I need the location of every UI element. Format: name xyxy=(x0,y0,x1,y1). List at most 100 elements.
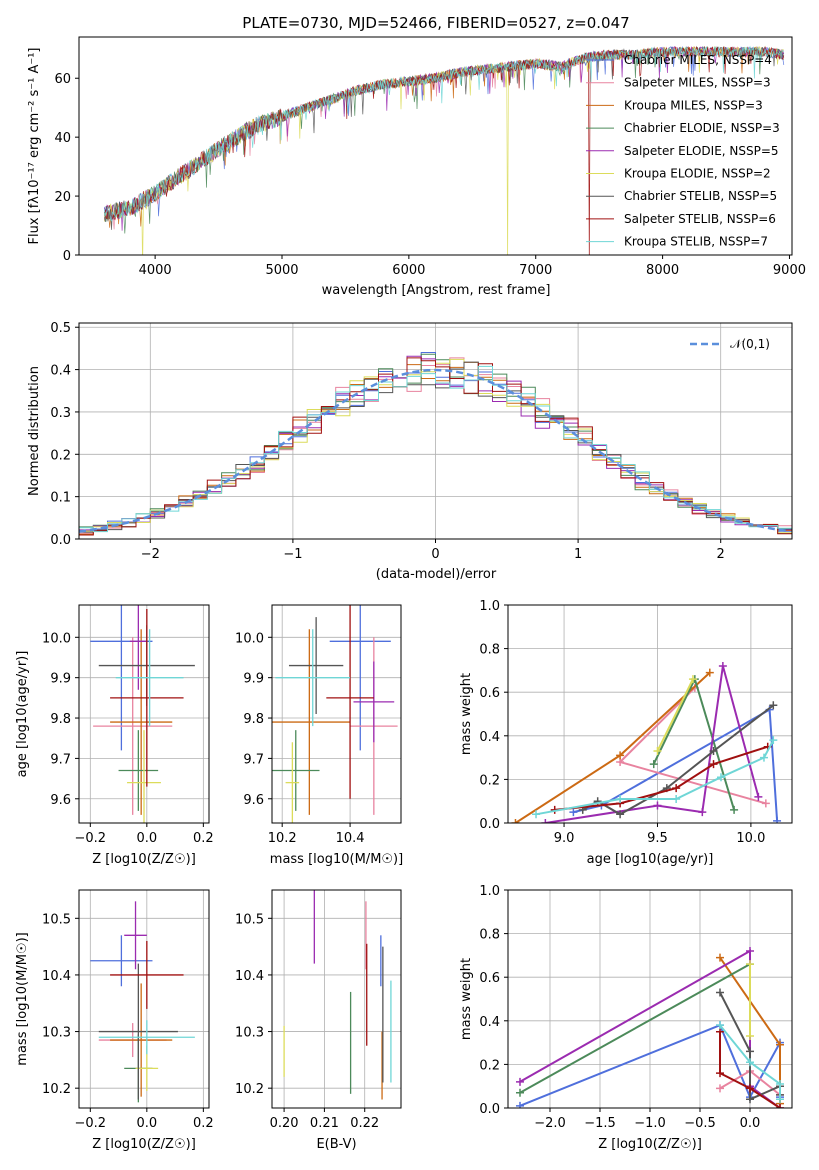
age-vs-mass-errbar-chabrier-miles xyxy=(329,605,391,751)
weight-vs-Z-line-salpeter-elodie-marker xyxy=(516,1077,524,1086)
mass-vs-Z-ylabel: mass [log10(M/M☉)] xyxy=(15,932,30,1065)
age-vs-Z-ytick-label: 9.9 xyxy=(50,672,71,687)
age-vs-Z-ytick-label: 9.6 xyxy=(50,793,71,808)
spectrum-plot-area xyxy=(104,45,785,255)
weight-vs-Z-line-salpeter-miles-marker xyxy=(716,1084,724,1093)
weight-vs-age-line-chabrier-miles-marker xyxy=(773,816,782,823)
age-vs-Z-xlabel: Z [log10(Z/Z☉)] xyxy=(92,852,196,867)
age-vs-Z-ytick-label: 10.0 xyxy=(42,631,71,646)
weight-vs-age-line-chabrier-stelib-marker xyxy=(769,701,778,710)
age-vs-Z-xtick-label: 0.2 xyxy=(193,831,214,846)
weight-vs-age-line-kroupa-elodie xyxy=(656,678,694,752)
weight-vs-age-xtick-label: 9.5 xyxy=(647,831,668,846)
residuals-plot-area xyxy=(79,352,792,537)
mass-vs-EBV-marks xyxy=(283,890,392,1100)
age-vs-Z-panel: −0.2 0.0 0.2 9.6 9.7 9.8 9.9 10.0 Z [log10(Z/Z☉)… xyxy=(15,604,214,867)
weight-vs-age-line-kroupa-miles-marker xyxy=(616,751,625,760)
age-vs-mass-errbar-kroupa-elodie xyxy=(285,742,300,823)
residuals-xtick-label: 1 xyxy=(574,547,582,562)
residuals-ticks: −2 −1 0 1 2 0.0 0.1 0.2 0.3 0.4 0.5 xyxy=(50,321,725,562)
weight-vs-Z-ytick-label: 0.0 xyxy=(479,1102,500,1117)
weight-vs-age-line-kroupa-stelib xyxy=(535,739,775,816)
spectrum-line-salpeter-stelib xyxy=(104,45,785,255)
legend-label: Chabrier ELODIE, NSSP=3 xyxy=(624,121,780,135)
mass-vs-Z-errbar-chabrier-stelib xyxy=(98,963,178,1100)
weight-vs-age-xtick-label: 9.0 xyxy=(554,831,575,846)
weight-vs-age-panel: 9.0 9.5 10.0 0.0 0.2 0.4 0.6 0.8 1.0 age [log10(a… xyxy=(459,599,793,867)
age-vs-mass-ytick-label: 9.7 xyxy=(243,752,264,767)
residuals-legend: 𝒩(0,1) xyxy=(690,337,770,351)
age-vs-mass-errbar-kroupa-stelib xyxy=(275,629,351,727)
weight-vs-Z-ytick-label: 0.6 xyxy=(479,971,500,986)
weight-vs-Z-line-kroupa-stelib xyxy=(719,1024,781,1100)
age-vs-mass-errbar-kroupa-miles xyxy=(272,629,351,815)
age-vs-Z-frame xyxy=(78,604,210,824)
age-vs-mass-frame xyxy=(271,604,402,824)
weight-vs-age-line-kroupa-stelib-marker xyxy=(769,736,778,745)
mass-vs-Z-errbar-salpeter-elodie xyxy=(124,901,147,970)
residuals-panel: −2 −1 0 1 2 0.0 0.1 0.2 0.3 0.4 0.5 (data-model)/e… xyxy=(27,321,793,582)
spectrum-lines xyxy=(104,45,785,255)
weight-vs-age-line-kroupa-stelib-marker xyxy=(532,810,541,819)
weight-vs-Z-line-salpeter-stelib-marker xyxy=(716,1069,724,1078)
spectrum-xtick-label: 7000 xyxy=(519,263,552,278)
weight-vs-age-line-chabrier-miles-marker xyxy=(569,808,578,817)
age-vs-Z-errbar-kroupa-stelib xyxy=(115,629,184,727)
mass-vs-EBV-frame xyxy=(271,889,402,1109)
weight-vs-age-line-kroupa-stelib-marker xyxy=(759,753,768,762)
weight-vs-Z-ytick-label: 0.2 xyxy=(479,1058,500,1073)
legend-label: Kroupa MILES, NSSP=3 xyxy=(624,98,763,112)
age-vs-mass-ytick-label: 10.0 xyxy=(235,631,264,646)
mass-vs-EBV-xlabel: E(B-V) xyxy=(316,1137,356,1152)
spectrum-legend: Chabrier MILES, NSSP=4 Salpeter MILES, NS… xyxy=(586,53,780,249)
mass-vs-Z-xlabel: Z [log10(Z/Z☉)] xyxy=(92,1137,196,1152)
mass-vs-Z-xtick-label: −0.2 xyxy=(75,1116,107,1131)
legend-label: Salpeter MILES, NSSP=3 xyxy=(624,76,771,90)
mass-vs-EBV-panel: 0.20 0.21 0.22 10.2 10.3 10.4 10.5 E(B-V) xyxy=(235,889,402,1152)
residuals-xtick-label: 0 xyxy=(431,547,439,562)
weight-vs-Z-ytick-label: 1.0 xyxy=(479,884,500,899)
mass-vs-EBV-ytick-label: 10.3 xyxy=(235,1026,264,1041)
age-vs-mass-panel: 10.2 10.4 9.6 9.7 9.8 9.9 10.0 mass [log10(M/M☉… xyxy=(235,604,403,867)
gaussian-curve xyxy=(79,368,790,533)
weight-vs-age-line-chabrier-elodie-marker xyxy=(730,805,739,814)
weight-vs-age-line-chabrier-elodie-marker xyxy=(649,760,658,769)
weight-vs-Z-line-kroupa-stelib-marker xyxy=(716,1021,724,1030)
legend-label: Kroupa STELIB, NSSP=7 xyxy=(624,235,768,249)
weight-vs-age-line-kroupa-elodie-marker xyxy=(688,675,697,684)
residuals-ytick-label: 0.0 xyxy=(50,533,71,548)
spectrum-ticks: 4000 5000 6000 7000 8000 9000 0 20 40 60 xyxy=(54,72,806,278)
weight-vs-age-line-chabrier-stelib-marker xyxy=(709,747,718,756)
weight-vs-age-ytick-label: 0.8 xyxy=(479,643,500,658)
weight-vs-Z-line-chabrier-elodie-marker xyxy=(516,1088,524,1097)
gaussian-legend-label: 𝒩(0,1) xyxy=(730,337,770,351)
weight-vs-age-line-salpeter-miles-marker xyxy=(761,799,770,808)
spectrum-xlabel: wavelength [Angstrom, rest frame] xyxy=(322,283,551,298)
weight-vs-age-line-kroupa-stelib-marker xyxy=(616,795,625,804)
residuals-ylabel: Normed distribution xyxy=(27,366,42,496)
mass-vs-Z-errbar-chabrier-miles xyxy=(90,935,153,987)
weight-vs-Z-line-salpeter-elodie-marker xyxy=(746,947,754,956)
parameter-panels: −0.2 0.0 0.2 9.6 9.7 9.8 9.9 10.0 Z [log10(Z/Z☉)… xyxy=(15,599,793,1152)
age-vs-mass-errbar-chabrier-elodie xyxy=(272,730,320,811)
weight-vs-age-line-chabrier-miles xyxy=(573,707,779,821)
weight-vs-Z-xlabel: Z [log10(Z/Z☉)] xyxy=(598,1137,702,1152)
weight-vs-age-line-chabrier-stelib-marker xyxy=(616,810,625,819)
age-vs-Z-xtick-label: 0.0 xyxy=(136,831,157,846)
age-vs-Z-ylabel: age [log10(age/yr)] xyxy=(15,651,30,778)
age-vs-Z-errbar-kroupa-miles xyxy=(110,629,173,815)
legend-label: Salpeter STELIB, NSSP=6 xyxy=(624,212,776,226)
weight-vs-Z-panel: −2.0 −1.5 −1.0 −0.5 0.0 0.0 0.2 0.4 0.6 0.8 1.0 Z [… xyxy=(459,884,793,1152)
weight-vs-Z-line-kroupa-miles-marker xyxy=(776,1040,784,1049)
spectrum-panel: PLATE=0730, MJD=52466, FIBERID=0527, z=0… xyxy=(27,14,806,298)
legend-label: Salpeter ELODIE, NSSP=5 xyxy=(624,144,779,158)
weight-vs-Z-line-chabrier-miles-marker xyxy=(516,1101,524,1108)
weight-vs-age-line-salpeter-elodie-marker xyxy=(754,792,763,801)
age-vs-mass-errbar-salpeter-stelib xyxy=(326,605,374,799)
mass-vs-Z-errbar-kroupa-miles xyxy=(110,983,173,1097)
weight-vs-Z-ytick-label: 0.8 xyxy=(479,928,500,943)
mass-vs-EBV-xtick-label: 0.22 xyxy=(350,1116,379,1131)
weight-vs-Z-line-chabrier-stelib-marker xyxy=(716,988,724,997)
spectrum-ytick-label: 40 xyxy=(54,131,71,146)
